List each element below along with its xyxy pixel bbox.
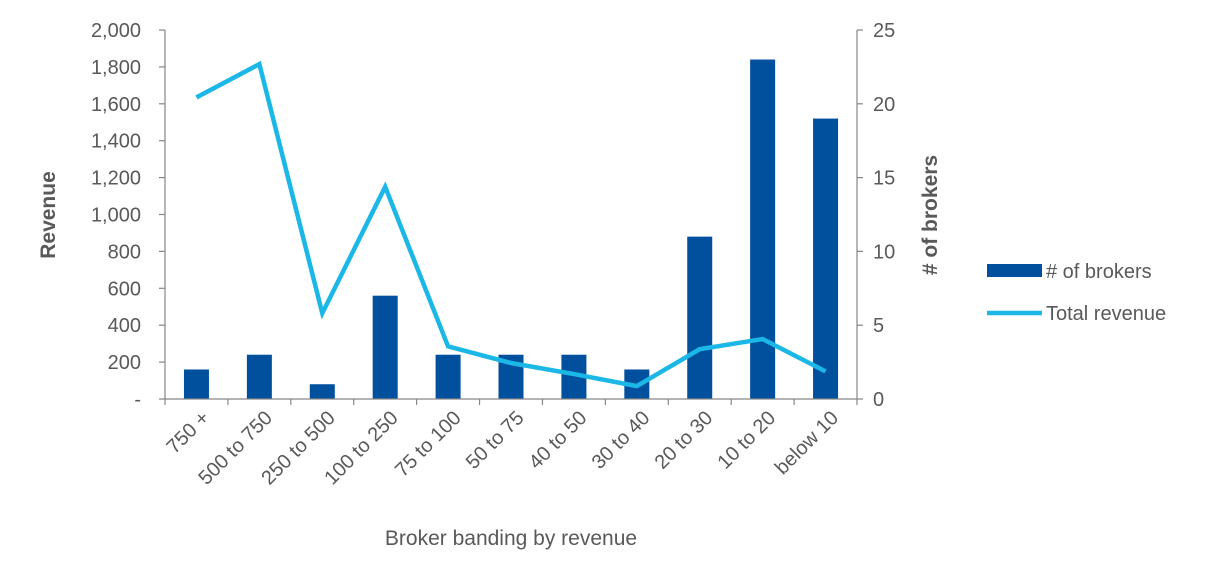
- bar-series-brokers: [183, 59, 839, 400]
- y-tick-label: 1,400: [91, 131, 141, 153]
- x-tick-label: below 10: [771, 407, 843, 479]
- x-tick-label: 750 +: [163, 407, 214, 458]
- y2-tick-label: 15: [873, 168, 895, 190]
- x-tick-label: 50 to 75: [462, 407, 529, 474]
- bar: [309, 384, 335, 399]
- bar: [435, 354, 461, 399]
- y2-tick-label: 5: [873, 315, 884, 337]
- y-tick-label: 400: [108, 315, 141, 337]
- y-tick-label: 800: [108, 241, 141, 263]
- x-tick-label: 20 to 30: [651, 407, 718, 474]
- bar: [750, 59, 776, 400]
- y-axis-left-ticks: - 200 400 600 800 1,000 1,200 1,400 1,600 1,800 2,…: [91, 20, 141, 411]
- y-axis-right-ticks: 0 5 10 15 20 25: [873, 20, 895, 411]
- legend-label-revenue: Total revenue: [1046, 303, 1166, 325]
- y-tick-label: 600: [108, 278, 141, 300]
- y-tick-label: 1,600: [91, 94, 141, 116]
- line-series-revenue: [195, 60, 827, 389]
- x-tick-label: 40 to 50: [525, 407, 592, 474]
- y-tick-label: -: [134, 389, 141, 411]
- legend-label-brokers: # of brokers: [1046, 261, 1152, 283]
- bar: [183, 369, 209, 399]
- y-axis-title: Revenue: [37, 171, 60, 259]
- legend: # of brokers Total revenue: [987, 261, 1166, 325]
- bar: [372, 295, 398, 399]
- axes: [159, 29, 863, 405]
- y-tick-label: 1,800: [91, 57, 141, 79]
- y2-tick-label: 25: [873, 20, 895, 42]
- bar: [813, 118, 839, 399]
- bar: [687, 236, 713, 399]
- y-tick-label: 1,200: [91, 168, 141, 190]
- revenue-line: [195, 60, 827, 389]
- bar: [246, 354, 272, 399]
- x-tick-label: 75 to 100: [391, 407, 466, 482]
- y2-tick-label: 10: [873, 241, 895, 263]
- y-tick-label: 200: [108, 352, 141, 374]
- y2-tick-label: 0: [873, 389, 884, 411]
- y-tick-label: 2,000: [91, 20, 141, 42]
- x-axis-title: Broker banding by revenue: [385, 527, 637, 550]
- x-tick-label: 30 to 40: [588, 407, 655, 474]
- y2-axis-title: # of brokers: [919, 155, 942, 275]
- y-tick-label: 1,000: [91, 205, 141, 227]
- legend-swatch-brokers: [987, 264, 1042, 277]
- y2-tick-label: 20: [873, 94, 895, 116]
